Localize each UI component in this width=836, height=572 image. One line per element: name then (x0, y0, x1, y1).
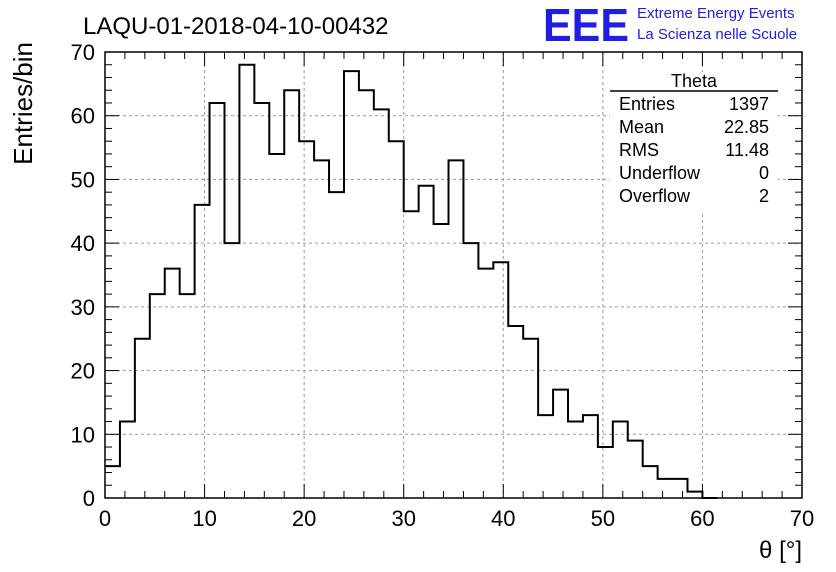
y-tick-labels: 0 10 20 30 40 50 60 70 (71, 40, 95, 511)
x-tick-label: 20 (292, 506, 316, 531)
y-tick-label: 0 (83, 486, 95, 511)
axis-ticks (104, 51, 803, 499)
brand-logo: EEE Extreme Energy Events La Scienza nel… (543, 0, 797, 51)
histogram-series (105, 63, 718, 499)
grid-lines (105, 52, 802, 498)
brand-line-2: La Scienza nelle Scuole (637, 26, 797, 43)
y-tick-label: 50 (71, 167, 95, 192)
x-tick-label: 50 (591, 506, 615, 531)
x-tick-label: 10 (192, 506, 216, 531)
plot-frame (104, 51, 803, 499)
eee-logo: EEE (543, 0, 629, 51)
stats-row-value: 22.85 (724, 117, 769, 137)
y-tick-label: 70 (71, 40, 95, 65)
stats-box-title: Theta (671, 71, 718, 91)
stats-box-background (610, 72, 778, 212)
x-tick-label: 30 (391, 506, 415, 531)
brand-line-1: Extreme Energy Events (637, 5, 795, 22)
stats-box: Theta Entries 1397 Mean 22.85 RMS 11.48 Underf… (610, 71, 778, 212)
y-tick-label: 10 (71, 422, 95, 447)
y-axis-label: Entries/bin (8, 42, 38, 165)
stats-row-label: Mean (619, 117, 664, 137)
chart-title: LAQU-01-2018-04-10-00432 (83, 13, 389, 40)
x-tick-label: 70 (790, 506, 814, 531)
y-tick-label: 20 (71, 359, 95, 384)
stats-row-value: 2 (759, 186, 769, 206)
stats-row-label: Entries (619, 94, 675, 114)
stats-row-label: Underflow (619, 163, 701, 183)
y-tick-label: 40 (71, 231, 95, 256)
stats-row-value: 1397 (729, 94, 769, 114)
stats-row-value: 0 (759, 163, 769, 183)
y-tick-label: 60 (71, 104, 95, 129)
stats-row-label: Overflow (619, 186, 691, 206)
stats-row-value: 11.48 (725, 140, 769, 160)
x-tick-label: 60 (690, 506, 714, 531)
x-tick-label: 0 (99, 506, 111, 531)
y-tick-label: 30 (71, 295, 95, 320)
x-axis-label: θ [°] (759, 537, 802, 564)
x-tick-labels: 0 10 20 30 40 50 60 70 (99, 506, 814, 531)
stats-row-label: RMS (619, 140, 659, 160)
x-tick-label: 40 (491, 506, 515, 531)
